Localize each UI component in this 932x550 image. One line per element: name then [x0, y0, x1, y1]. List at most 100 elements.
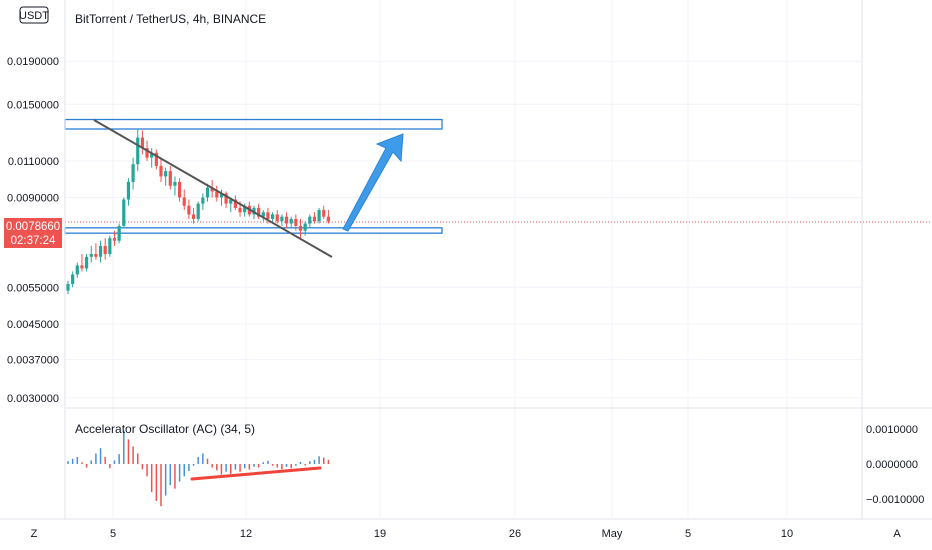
candle-body	[266, 212, 270, 219]
candle	[108, 235, 112, 257]
candle-body	[275, 214, 279, 222]
candle	[154, 149, 158, 170]
candle	[191, 207, 196, 224]
candle-body	[308, 216, 312, 224]
candle-body	[85, 256, 89, 269]
candle-body	[215, 191, 219, 198]
time-tick-label: May	[602, 528, 623, 540]
candle-body	[289, 218, 293, 224]
candle-body	[210, 187, 214, 192]
arrow-shape	[342, 133, 404, 232]
time-tick-label: 12	[240, 528, 252, 540]
candle	[164, 167, 168, 186]
projection-arrow[interactable]	[342, 133, 404, 232]
currency-badge[interactable]: USDT	[19, 6, 49, 24]
candle	[322, 205, 326, 219]
candle-body	[150, 152, 154, 158]
candle	[303, 221, 307, 236]
candle-body	[233, 199, 237, 208]
candle-body	[94, 254, 98, 257]
candle-body	[317, 210, 321, 222]
candle	[187, 199, 191, 219]
resistance-zone[interactable]	[64, 118, 443, 130]
candle-body	[131, 164, 135, 182]
auto-scale-button[interactable]: A	[893, 528, 901, 540]
candle	[178, 178, 182, 202]
candle	[280, 214, 284, 226]
candles	[66, 129, 330, 295]
support-zone[interactable]	[64, 227, 443, 234]
candle	[168, 165, 172, 190]
candle	[98, 240, 103, 263]
oscillator-title: Accelerator Oscillator (AC) (34, 5)	[75, 422, 255, 436]
candle-body	[112, 238, 117, 241]
candle	[103, 238, 107, 260]
candle-body	[326, 216, 330, 222]
candle	[275, 210, 279, 224]
candle	[173, 176, 177, 196]
candle-body	[159, 165, 163, 177]
candle-body	[108, 238, 112, 255]
candle-body	[98, 245, 103, 257]
drawing-annotations[interactable]	[93, 119, 404, 481]
candle	[122, 197, 126, 229]
candle-body	[122, 199, 126, 226]
currency-badge-label: USDT	[19, 10, 49, 22]
candle-body	[182, 197, 186, 206]
candle	[312, 212, 317, 224]
candle	[294, 214, 298, 231]
price-tick-label: 0.0110000	[8, 156, 59, 168]
candle	[71, 271, 75, 288]
candle-body	[257, 207, 261, 217]
descending-trendline[interactable]	[93, 119, 333, 258]
candle-body	[196, 203, 200, 219]
candle	[261, 210, 265, 222]
candle	[112, 230, 117, 246]
candle	[233, 195, 237, 211]
time-tick-label: 10	[781, 528, 793, 540]
candle	[205, 183, 210, 202]
candle	[284, 212, 289, 229]
candle-body	[168, 171, 172, 186]
candle	[317, 207, 321, 224]
candle-body	[284, 216, 289, 224]
candle-body	[136, 137, 140, 165]
candle-body	[140, 137, 144, 149]
candle	[136, 129, 140, 172]
candle	[89, 245, 93, 263]
time-tick-label: 5	[685, 528, 691, 540]
auto-scale-left-button[interactable]: Z	[31, 528, 38, 540]
time-tick-label: 19	[374, 528, 386, 540]
price-tick-label: 0.0030000	[7, 393, 59, 405]
candle-body	[303, 223, 307, 231]
candle-body	[80, 265, 84, 269]
candle	[298, 218, 303, 239]
candle-body	[117, 225, 121, 241]
candle-body	[75, 265, 79, 275]
candle-body	[271, 214, 275, 219]
candle	[94, 243, 98, 260]
divergence-line[interactable]	[190, 466, 322, 481]
candle	[289, 216, 293, 229]
candle-body	[164, 171, 168, 177]
price-tick-label: 0.0190000	[7, 56, 59, 68]
last-price-value: 0.0078660	[6, 221, 60, 233]
candle-body	[229, 199, 233, 204]
grid-lines	[65, 0, 862, 518]
candle	[215, 185, 219, 202]
price-tick-label: 0.0037000	[7, 355, 59, 367]
oscillator-tick-label: 0.0000000	[866, 459, 918, 471]
candle	[66, 280, 70, 295]
price-tick-label: 0.0150000	[7, 99, 59, 111]
candle-body	[191, 214, 196, 219]
oscillator-bars	[67, 430, 330, 507]
candle-body	[89, 254, 93, 257]
bar-countdown: 02:37:24	[11, 235, 56, 247]
price-tick-label: 0.0045000	[7, 319, 59, 331]
candle-body	[312, 216, 317, 222]
candle-body	[261, 212, 265, 217]
candle	[117, 223, 121, 244]
candle	[75, 262, 79, 278]
candle	[201, 193, 205, 211]
